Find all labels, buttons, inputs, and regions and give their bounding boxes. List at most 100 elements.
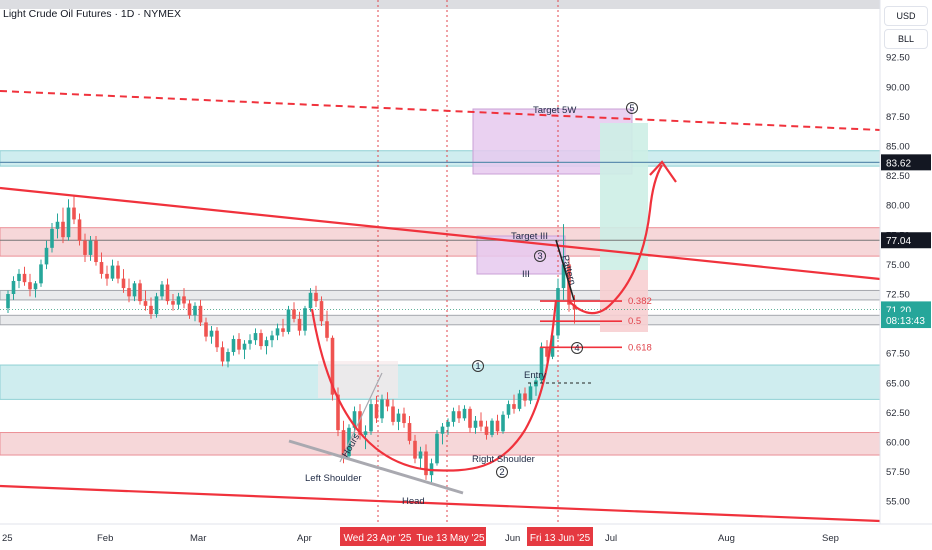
candle-body — [545, 347, 549, 357]
y-tick-label: 72.50 — [886, 290, 910, 301]
candle-body — [484, 426, 489, 435]
annotation-label: Left Shoulder — [305, 473, 362, 484]
currency-button[interactable]: USD — [884, 6, 928, 26]
candle-body — [341, 430, 346, 457]
candle-body — [88, 240, 93, 255]
price-label-bg — [881, 154, 931, 171]
time-axis: 25 Feb Mar Apr Jun Jul Aug Sep Wed 23 Apr '25 Tue… — [0, 523, 932, 550]
projection-arrowhead — [649, 160, 677, 183]
candle-body — [451, 411, 456, 422]
candle-body — [358, 411, 362, 435]
candle-body — [165, 284, 170, 302]
wave-circle-5 — [626, 102, 638, 114]
candle-body — [198, 305, 203, 323]
candle-body — [105, 273, 109, 279]
candle-body — [380, 399, 384, 419]
candle-body — [176, 296, 181, 305]
candle-body — [77, 219, 82, 241]
wave-circle-1 — [472, 360, 484, 372]
candle-body — [424, 451, 428, 476]
candle-body — [275, 328, 280, 336]
candle-body — [94, 240, 98, 263]
candle-body — [440, 426, 445, 434]
price-label: 83.62 — [886, 158, 911, 169]
candle-body — [182, 296, 186, 304]
candle-body — [39, 264, 43, 284]
candle-body — [396, 413, 401, 422]
y-tick-label: 65.00 — [886, 378, 910, 389]
candle-body — [215, 330, 219, 348]
y-tick-label: 55.00 — [886, 497, 910, 508]
candle-body — [44, 247, 49, 265]
candle-body — [319, 301, 324, 322]
date-marker-label: Fri 13 Jun '25 — [530, 533, 591, 544]
y-tick-label: 82.50 — [886, 171, 910, 182]
candle-body — [407, 423, 412, 441]
candle-body — [495, 420, 500, 432]
candle-body — [138, 283, 142, 302]
candle-body — [286, 309, 291, 332]
candle-body — [121, 278, 126, 289]
candle-body — [83, 240, 87, 255]
price-label-bg — [881, 232, 931, 249]
top-band — [0, 0, 880, 9]
candle-body — [28, 282, 32, 290]
y-tick-label: 92.50 — [886, 53, 910, 64]
zone-resistance-83 — [0, 150, 881, 167]
candle-body — [171, 301, 175, 305]
date-marker-label: Wed 23 Apr '25 — [344, 533, 412, 544]
candle-body — [110, 265, 115, 279]
zone-resistance-77 — [0, 227, 881, 257]
x-tick-label: Aug — [718, 533, 735, 544]
candle-body — [143, 301, 148, 306]
x-tick-label: Feb — [97, 533, 113, 544]
price-label: 71.20 — [886, 305, 911, 316]
candle-body — [385, 399, 390, 407]
candle-body — [473, 420, 478, 428]
price-label-bg — [881, 312, 931, 329]
y-tick-label: 62.50 — [886, 408, 910, 419]
chart-title: Light Crude Oil Futures · 1D · NYMEX — [3, 8, 181, 20]
candle-body — [303, 308, 307, 331]
y-tick-label: 57.50 — [886, 467, 910, 478]
cup-curve — [310, 299, 558, 472]
candle-body — [248, 340, 252, 344]
candle-body — [17, 273, 21, 281]
candle-body — [220, 347, 225, 362]
candle-body — [506, 404, 511, 415]
candles-layer — [6, 195, 577, 483]
date-marker-label: Tue 13 May '25 — [416, 533, 485, 544]
y-tick-label: 80.00 — [886, 201, 910, 212]
reward-box — [600, 123, 648, 270]
projection-path — [567, 164, 663, 315]
price-label: 77.04 — [886, 236, 911, 247]
zone-band-72 — [0, 289, 881, 301]
zones-layer — [0, 108, 881, 456]
x-tick-label: Jul — [605, 533, 617, 544]
candle-body — [226, 352, 230, 362]
wave-number: 1 — [475, 361, 480, 372]
date-marker-bg — [415, 527, 486, 546]
candle-body — [297, 318, 302, 331]
candle-body — [72, 207, 76, 220]
fib-label: 0.5 — [628, 316, 641, 327]
candle-body — [55, 221, 60, 229]
candle-body — [231, 338, 236, 353]
candle-body — [314, 292, 318, 302]
unit-button[interactable]: BLL — [884, 29, 928, 49]
candle-body — [479, 420, 483, 427]
y-tick-label: 87.50 — [886, 112, 910, 123]
candle-body — [259, 333, 263, 347]
x-tick-label: Apr — [297, 533, 312, 544]
x-tick-label: Mar — [190, 533, 206, 544]
candle-body — [391, 406, 395, 422]
candle-body — [204, 322, 208, 337]
date-marker-bg — [527, 527, 593, 546]
candle-body — [462, 408, 467, 419]
wedge-line — [339, 372, 383, 463]
dashed-trendline — [0, 90, 881, 131]
candle-body — [457, 411, 461, 419]
candle-body — [352, 411, 357, 428]
candle-body — [413, 440, 417, 459]
